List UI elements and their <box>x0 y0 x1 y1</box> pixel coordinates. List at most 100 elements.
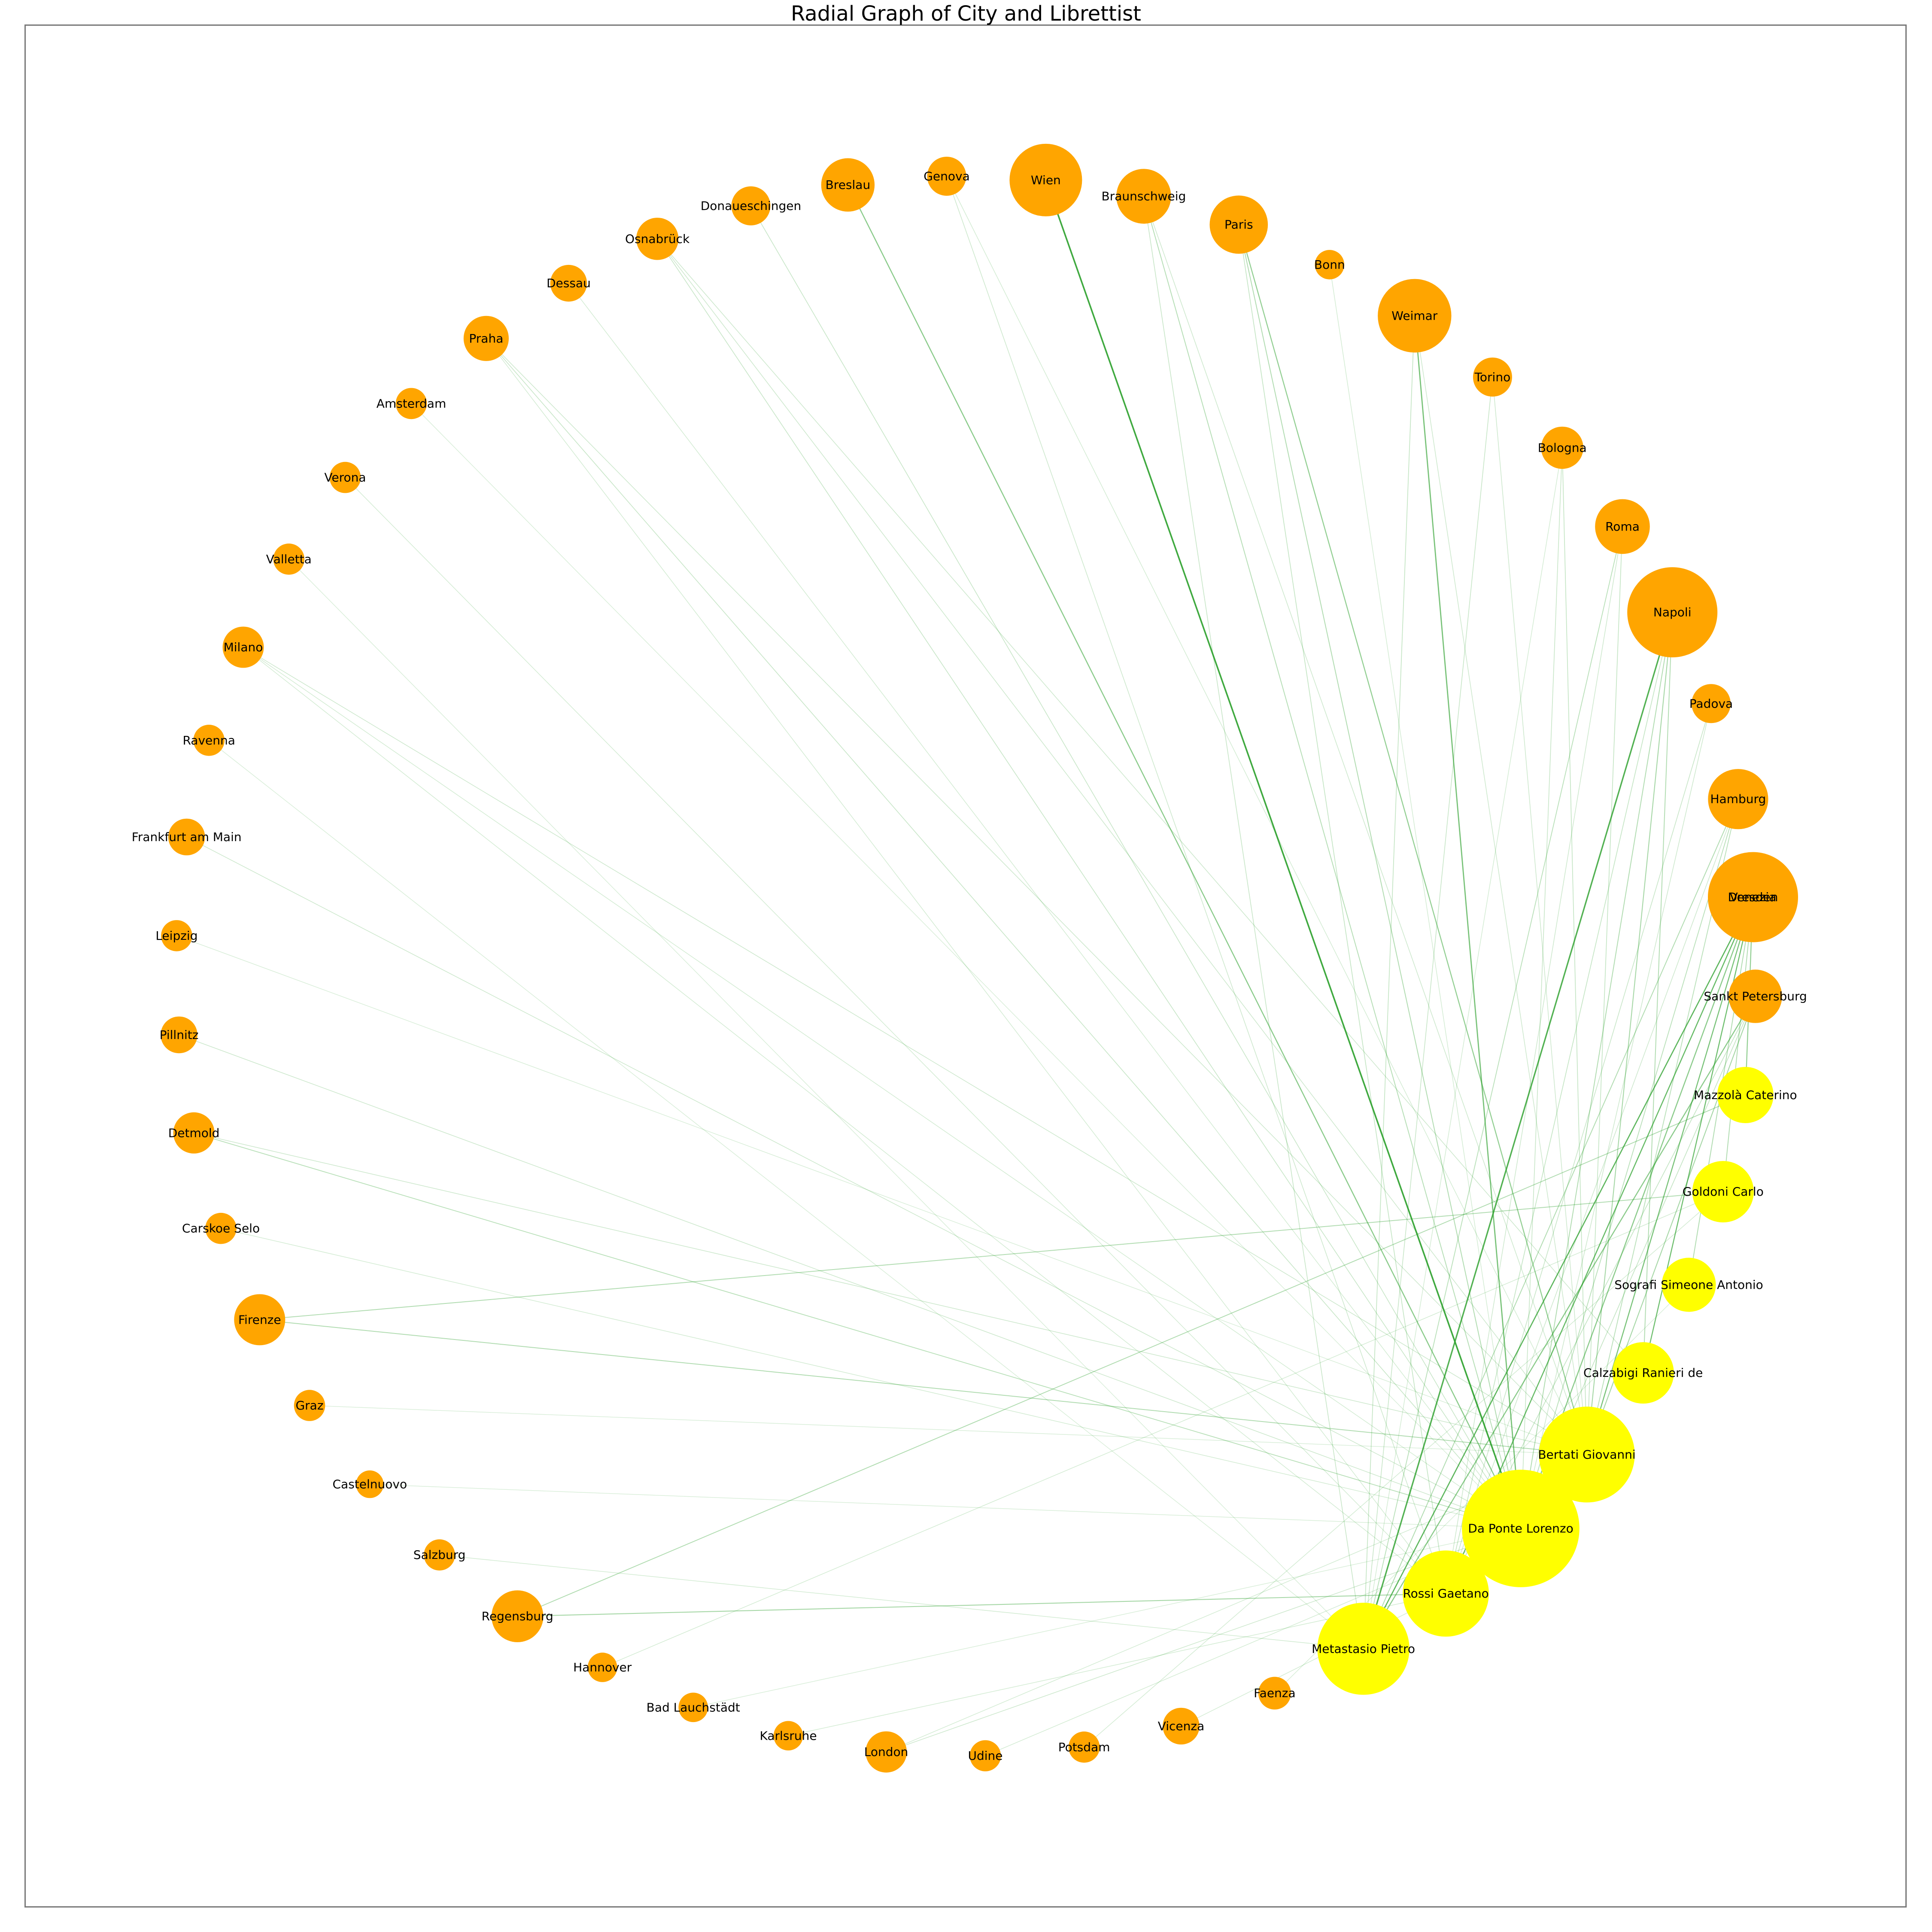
node-label-valletta: Valletta <box>266 552 312 566</box>
node-firenze[interactable] <box>234 1294 286 1346</box>
node-castelnuovo[interactable] <box>356 1470 384 1498</box>
edge-valletta-metastasio-pietro <box>289 559 1364 1649</box>
node-label-karlsruhe: Karlsruhe <box>760 1728 817 1743</box>
node-graz[interactable] <box>294 1390 325 1421</box>
edge-donaueschingen-da-ponte-lorenzo <box>750 206 1521 1529</box>
node-ravenna[interactable] <box>193 725 225 756</box>
node-mazzola-caterino[interactable] <box>1717 1067 1774 1123</box>
node-potsdam[interactable] <box>1068 1732 1100 1763</box>
node-paris[interactable] <box>1209 195 1268 254</box>
node-praha[interactable] <box>463 316 509 361</box>
node-london[interactable] <box>866 1731 907 1773</box>
node-frankfurt-am-main[interactable] <box>168 818 205 856</box>
node-bologna[interactable] <box>1541 426 1583 469</box>
node-rossi-gaetano[interactable] <box>1403 1550 1489 1637</box>
edge-padova-da-ponte-lorenzo <box>1520 703 1712 1529</box>
node-label-torino: Torino <box>1474 370 1511 384</box>
node-dresden[interactable] <box>1721 865 1785 929</box>
node-roma[interactable] <box>1595 499 1650 554</box>
node-label-udine: Udine <box>968 1749 1002 1763</box>
node-label-dresden: Dresden <box>1728 890 1778 904</box>
node-sografi-simeone-antonio[interactable] <box>1662 1258 1716 1312</box>
node-label-roma: Roma <box>1605 519 1640 534</box>
node-label-london: London <box>864 1745 908 1759</box>
node-label-frankfurt-am-main: Frankfurt am Main <box>132 830 242 844</box>
edge-osnabruck-calzabigi-ranieri-de <box>657 238 1643 1373</box>
edge-paris-da-ponte-lorenzo <box>1238 224 1521 1529</box>
edge-roma-bertati-giovanni <box>1586 526 1623 1455</box>
node-torino[interactable] <box>1473 357 1512 397</box>
edge-paris-rossi-gaetano <box>1238 225 1446 1594</box>
node-label-napoli: Napoli <box>1653 605 1692 620</box>
edge-braunschweig-bertati-giovanni <box>1143 196 1587 1455</box>
node-label-sankt-petersburg: Sankt Petersburg <box>1704 989 1807 1003</box>
node-label-calzabigi-ranieri-de: Calzabigi Ranieri de <box>1583 1366 1703 1380</box>
node-label-detmold: Detmold <box>168 1126 220 1140</box>
node-da-ponte-lorenzo[interactable] <box>1462 1470 1580 1587</box>
edge-praha-bertati-giovanni <box>486 338 1587 1455</box>
node-valletta[interactable] <box>273 544 305 575</box>
node-label-rossi-gaetano: Rossi Gaetano <box>1403 1586 1488 1601</box>
node-bad-lauchstadt[interactable] <box>678 1692 708 1722</box>
node-hamburg[interactable] <box>1708 769 1768 829</box>
node-label-weimar: Weimar <box>1391 309 1437 323</box>
node-label-dessau: Dessau <box>547 276 591 290</box>
node-faenza[interactable] <box>1258 1677 1291 1710</box>
node-wien[interactable] <box>1009 143 1082 216</box>
node-osnabruck[interactable] <box>636 218 679 260</box>
node-carskoe-selo[interactable] <box>205 1212 237 1244</box>
edge-venezia-calzabigi-ranieri-de <box>1643 897 1753 1373</box>
edge-dresden-calzabigi-ranieri-de <box>1642 897 1754 1373</box>
node-sankt-petersburg[interactable] <box>1728 969 1782 1023</box>
node-milano[interactable] <box>222 626 264 668</box>
node-label-sografi-simeone-antonio: Sografi Simeone Antonio <box>1614 1278 1763 1292</box>
edge-detmold-bertati-giovanni <box>194 1133 1587 1455</box>
edge-torino-metastasio-pietro <box>1363 377 1493 1649</box>
edge-ravenna-metastasio-pietro <box>209 740 1364 1649</box>
edge-castelnuovo-da-ponte-lorenzo <box>370 1484 1521 1529</box>
node-dessau[interactable] <box>550 264 587 302</box>
edge-napoli-calzabigi-ranieri-de <box>1643 612 1673 1373</box>
node-salzburg[interactable] <box>424 1539 455 1571</box>
node-bertati-giovanni[interactable] <box>1539 1406 1635 1503</box>
node-udine[interactable] <box>969 1740 1001 1771</box>
node-label-castelnuovo: Castelnuovo <box>332 1477 407 1492</box>
edge-weimar-metastasio-pietro <box>1363 316 1415 1649</box>
edge-salzburg-metastasio-pietro <box>439 1554 1364 1649</box>
edge-venezia-bertati-giovanni <box>1586 897 1754 1455</box>
node-braunschweig[interactable] <box>1116 169 1171 224</box>
edge-sankt-petersburg-metastasio-pietro <box>1363 996 1756 1649</box>
edge-sankt-petersburg-bertati-giovanni <box>1586 996 1756 1455</box>
edge-bologna-metastasio-pietro <box>1363 447 1563 1649</box>
node-label-bad-lauchstadt: Bad Lauchstädt <box>647 1700 740 1714</box>
node-genova[interactable] <box>927 157 966 196</box>
edge-praha-rossi-gaetano <box>486 338 1446 1594</box>
node-donaueschingen[interactable] <box>731 186 771 225</box>
node-metastasio-pietro[interactable] <box>1317 1603 1410 1695</box>
node-karlsruhe[interactable] <box>773 1721 803 1751</box>
node-weimar[interactable] <box>1378 279 1452 353</box>
edge-milano-bertati-giovanni <box>243 647 1587 1455</box>
node-calzabigi-ranieri-de[interactable] <box>1612 1342 1674 1404</box>
node-bonn[interactable] <box>1315 250 1345 279</box>
node-label-donaueschingen: Donaueschingen <box>701 199 802 213</box>
node-napoli[interactable] <box>1627 567 1718 658</box>
node-detmold[interactable] <box>173 1112 215 1154</box>
node-hannover[interactable] <box>587 1653 617 1682</box>
node-goldoni-carlo[interactable] <box>1692 1161 1754 1223</box>
node-label-faenza: Faenza <box>1254 1686 1296 1700</box>
node-amsterdam[interactable] <box>395 388 427 419</box>
node-padova[interactable] <box>1692 684 1731 723</box>
edge-regensburg-mazzola-caterino <box>517 1094 1746 1617</box>
node-regensburg[interactable] <box>491 1590 544 1643</box>
edge-leipzig-bertati-giovanni <box>176 935 1587 1455</box>
node-vicenza[interactable] <box>1163 1707 1200 1745</box>
edge-firenze-goldoni-carlo <box>259 1191 1723 1320</box>
node-pillnitz[interactable] <box>161 1016 197 1054</box>
node-breslau[interactable] <box>821 158 875 212</box>
node-leipzig[interactable] <box>161 920 192 951</box>
edge-potsdam-goldoni-carlo <box>1084 1191 1723 1747</box>
node-verona[interactable] <box>329 462 361 493</box>
node-label-vicenza: Vicenza <box>1158 1719 1205 1733</box>
